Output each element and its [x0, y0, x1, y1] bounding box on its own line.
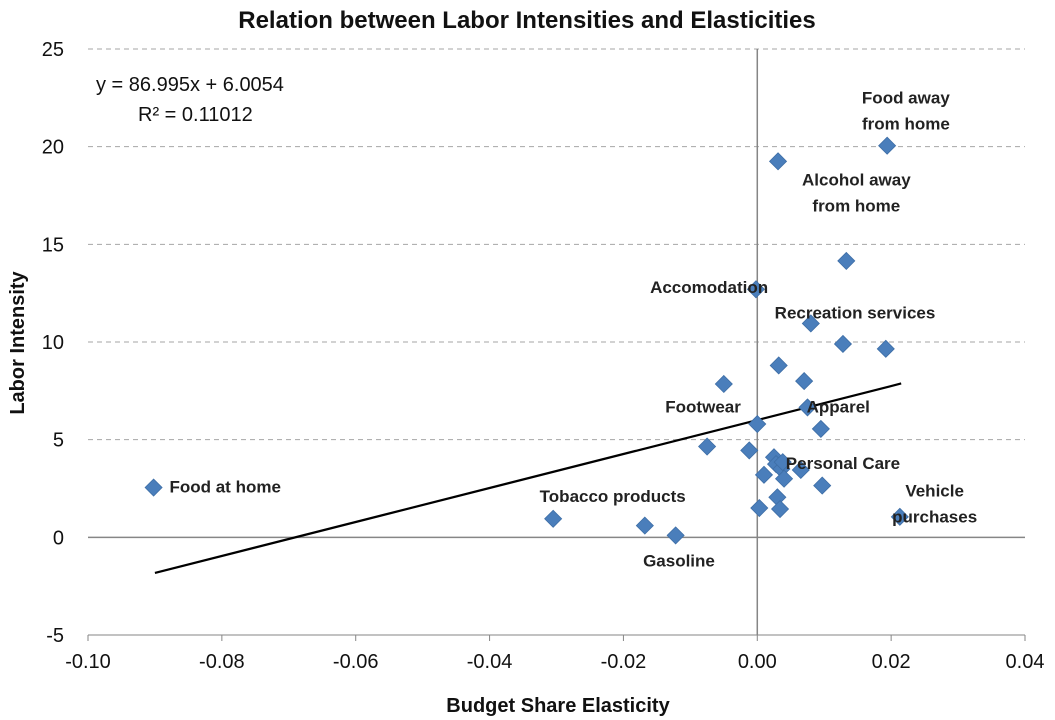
annotation-label-5: Apparel: [807, 397, 870, 416]
annotation-label-1: Alcohol away from home: [802, 171, 911, 216]
trendline-r-squared: R² = 0.11012: [138, 104, 253, 126]
data-point-2: [635, 516, 654, 535]
annotation-label-3: Recreation services: [775, 304, 936, 323]
annotation-label-6: Personal Care: [786, 454, 900, 473]
annotation-line: Alcohol away: [802, 171, 911, 190]
annotation-label-0: Food away from home: [862, 89, 950, 134]
data-points: [144, 136, 909, 545]
annotation-label-2: Accomodation: [650, 278, 768, 297]
x-tick-label: 0.00: [738, 651, 777, 673]
x-tick-label: 0.04: [1006, 651, 1045, 673]
data-point-15: [769, 356, 788, 375]
x-tick-label: -0.08: [199, 651, 245, 673]
annotation-line: Vehicle: [905, 481, 964, 500]
data-point-24: [811, 419, 830, 438]
data-point-28: [876, 339, 895, 358]
trendline-equation: y = 86.995x + 6.0054: [96, 74, 284, 96]
annotation-line: Apparel: [807, 397, 870, 416]
data-point-25: [813, 476, 832, 495]
data-point-22: [798, 398, 817, 417]
x-axis-title: Budget Share Elasticity: [446, 695, 670, 717]
annotation-label-8: Tobacco products: [540, 487, 686, 506]
chart-title: Relation between Labor Intensities and E…: [238, 7, 815, 34]
annotation-line: from home: [812, 197, 900, 216]
y-tick-label: -5: [46, 625, 64, 647]
x-tick-label: -0.10: [65, 651, 111, 673]
data-point-6: [740, 441, 759, 460]
annotation-line: Recreation services: [775, 304, 936, 323]
annotation-line: Gasoline: [643, 552, 715, 571]
trendline: [154, 382, 902, 575]
axes: [87, 49, 1026, 641]
annotation-line: Personal Care: [786, 454, 900, 473]
tick-labels: -0.10 -0.08 -0.06 -0.04 -0.02 0.00 0.02 0.04 -5 0…: [42, 39, 1045, 673]
y-tick-label: 20: [42, 137, 64, 159]
data-point-19: [774, 469, 794, 488]
data-point-4: [698, 437, 717, 456]
data-point-18: [773, 453, 792, 472]
y-tick-label: 0: [53, 527, 64, 549]
x-tick-label: -0.04: [467, 651, 513, 673]
annotation-label-7: Food at home: [169, 477, 280, 496]
data-point-20: [791, 460, 810, 480]
data-point-10: [754, 465, 774, 484]
y-axis-title: Labor Intensity: [7, 270, 29, 414]
data-point-5: [714, 374, 733, 394]
data-point-1: [544, 509, 563, 528]
data-point-14: [768, 152, 788, 171]
annotation-label-9: Vehicle purchases: [892, 481, 977, 526]
data-point-0: [144, 478, 163, 497]
annotation-line: purchases: [892, 507, 977, 526]
y-tick-label: 5: [53, 430, 64, 452]
annotation-line: Accomodation: [650, 278, 768, 297]
annotation-line: Food at home: [169, 477, 280, 496]
data-point-26: [833, 334, 853, 354]
data-point-9: [750, 498, 769, 518]
data-point-27: [837, 251, 856, 271]
data-point-30: [890, 507, 909, 526]
annotation-label-4: Footwear: [665, 397, 741, 416]
data-point-16: [770, 499, 790, 519]
y-tick-label: 25: [42, 39, 64, 61]
x-tick-label: -0.06: [333, 651, 379, 673]
data-point-8: [748, 414, 767, 434]
data-point-21: [795, 372, 814, 391]
y-tick-label: 10: [42, 332, 64, 354]
x-tick-label: -0.02: [601, 651, 647, 673]
annotation-line: from home: [862, 115, 950, 134]
annotation-label-10: Gasoline: [643, 552, 715, 571]
data-point-29: [878, 136, 897, 155]
y-tick-label: 15: [42, 234, 64, 256]
annotation-line: Tobacco products: [540, 487, 686, 506]
x-tick-label: 0.02: [872, 651, 911, 673]
trendline-group: [154, 382, 902, 575]
annotation-line: Footwear: [665, 397, 741, 416]
data-point-3: [666, 526, 685, 545]
data-point-23: [801, 314, 820, 333]
data-point-7: [746, 280, 766, 299]
annotation-line: Food away: [862, 89, 950, 108]
